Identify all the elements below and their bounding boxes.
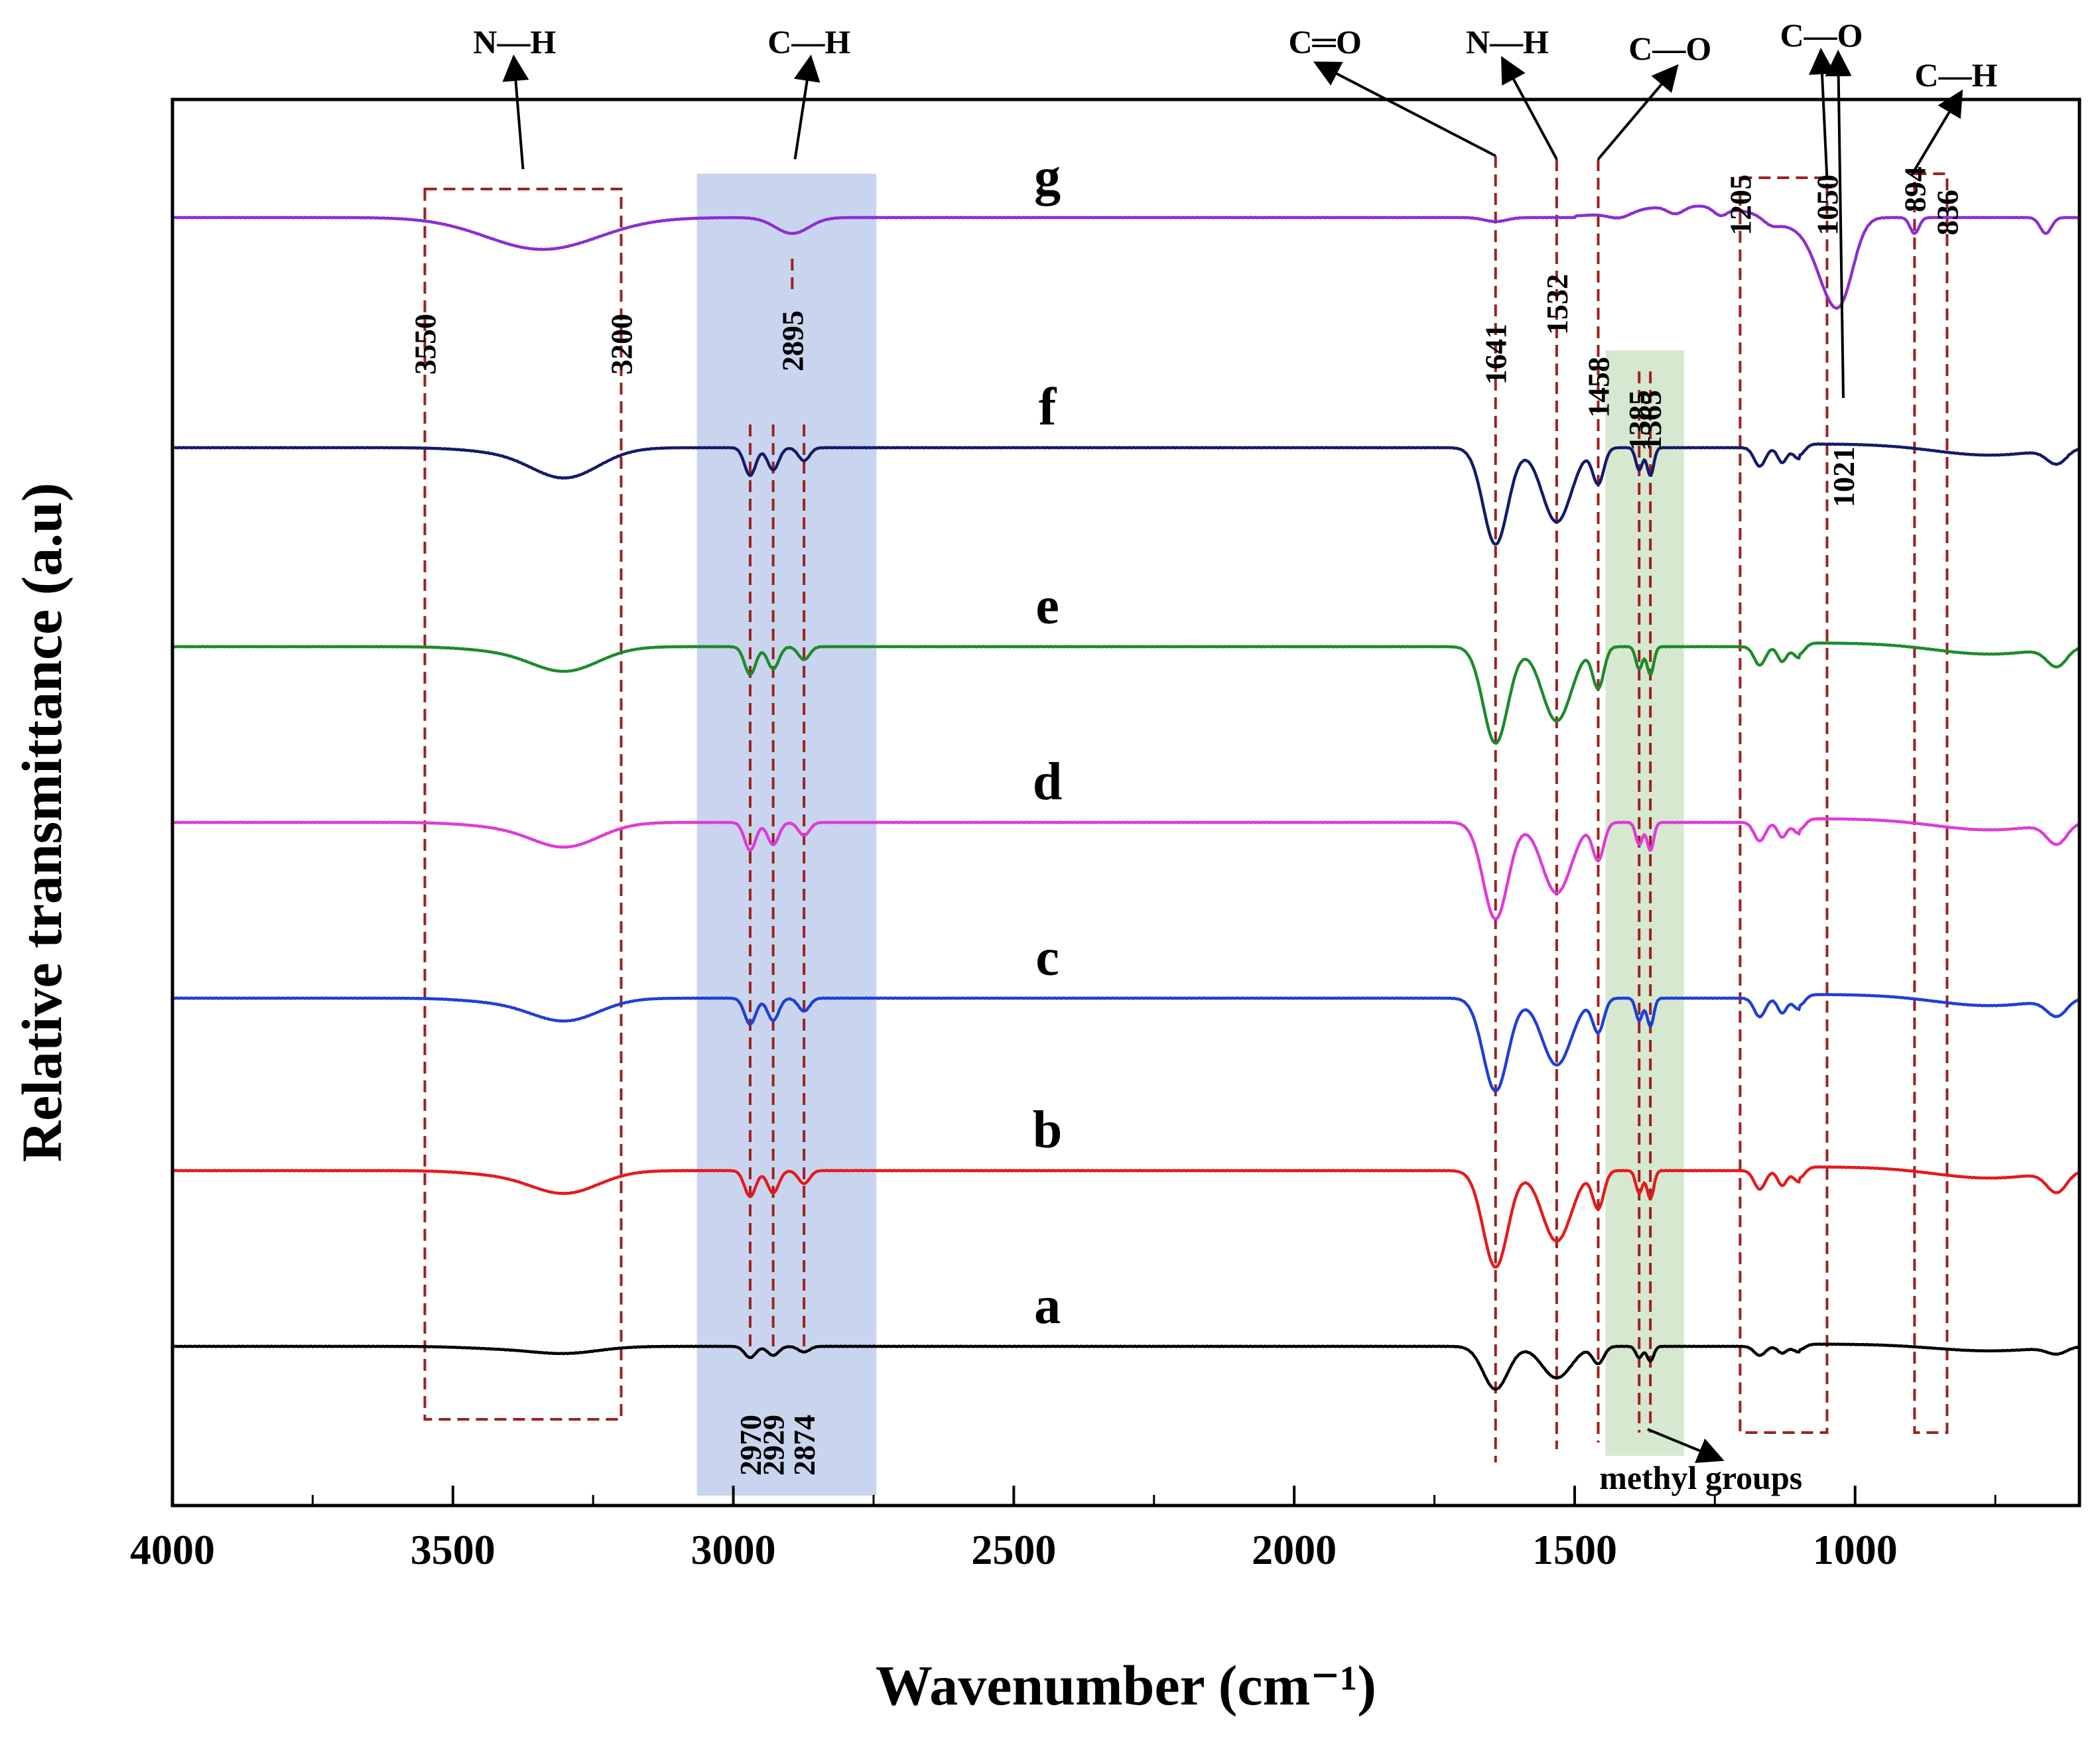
series-a-line	[172, 1342, 2080, 1391]
x-axis-title: Wavenumber (cm⁻¹)	[876, 1653, 1376, 1717]
methyl-arrow	[1647, 1428, 1725, 1463]
bond-arrow-1021	[1825, 50, 1852, 399]
bond-label-5: C—O	[1780, 17, 1863, 54]
series-a: a	[172, 1277, 2080, 1391]
methyl-groups-label: methyl groups	[1599, 1459, 1802, 1496]
peak-label-3550: 3550	[409, 314, 442, 375]
series-label-c: c	[1035, 929, 1059, 987]
x-tick-label-3500: 3500	[411, 1526, 495, 1573]
x-tick-label-4000: 4000	[130, 1526, 215, 1573]
bond-label-1: C—H	[767, 23, 850, 60]
co-region-box	[1739, 176, 1829, 1434]
peak-label-1365: 1365	[1634, 390, 1668, 451]
x-tick-label-3000: 3000	[691, 1526, 776, 1573]
bond-label-2: C═O	[1288, 23, 1361, 60]
bond-label-0: N—H	[473, 23, 556, 60]
series-b-line	[172, 1165, 2081, 1269]
peak-label-1532: 1532	[1540, 274, 1574, 335]
series-d-line	[172, 816, 2080, 921]
series-c-line	[172, 993, 2080, 1093]
bond-label-4: C—O	[1628, 30, 1711, 67]
series-label-g: g	[1034, 148, 1061, 206]
series-c: c	[172, 929, 2080, 1093]
peak-label-1385: 1385	[1622, 390, 1656, 451]
peak-label-836: 836	[1930, 190, 1964, 235]
methyl-highlight	[1605, 350, 1684, 1456]
bond-arrow-2	[1313, 61, 1496, 157]
bond-arrow-4	[1597, 64, 1679, 161]
x-tick-label-2000: 2000	[1252, 1526, 1337, 1573]
series-label-b: b	[1033, 1101, 1063, 1159]
bond-label-3: N—H	[1466, 23, 1549, 60]
series-label-e: e	[1035, 577, 1059, 635]
peak-label-2929: 2929	[757, 1415, 791, 1476]
series-label-f: f	[1039, 378, 1057, 436]
plot-frame	[170, 97, 2081, 1508]
ch-bend-region-box	[1913, 172, 1949, 1434]
bond-label-6: C—H	[1914, 56, 1997, 94]
series-e-line	[172, 641, 2080, 745]
series-label-d: d	[1033, 753, 1063, 811]
bond-arrow-0	[502, 54, 529, 170]
peak-label-2895: 2895	[775, 310, 809, 371]
y-axis-title: Relative transmittance (a.u)	[10, 483, 74, 1163]
series-f: f	[172, 378, 2080, 546]
peak-label-1458: 1458	[1582, 357, 1616, 418]
peak-label-1641: 1641	[1479, 324, 1513, 385]
bond-arrow-3	[1501, 56, 1558, 160]
series-f-line	[172, 442, 2080, 546]
series-label-a: a	[1034, 1277, 1061, 1335]
ch-stretch-highlight	[696, 174, 877, 1496]
x-tick-label-1500: 1500	[1532, 1526, 1617, 1573]
bond-arrow-5	[1809, 48, 1835, 180]
series-b: b	[172, 1101, 2081, 1269]
peak-label-1050: 1050	[1811, 174, 1845, 235]
peak-label-1021: 1021	[1827, 446, 1861, 507]
x-tick-label-2500: 2500	[971, 1526, 1056, 1573]
series-g: g	[172, 148, 2080, 310]
peak-label-2874: 2874	[787, 1415, 821, 1476]
peak-label-894: 894	[1898, 166, 1932, 212]
peak-label-2970: 2970	[734, 1415, 767, 1476]
x-tick-label-1000: 1000	[1813, 1526, 1898, 1573]
series-g-line	[172, 204, 2080, 310]
bond-arrow-1	[793, 54, 820, 160]
nh-region-box	[423, 188, 623, 1421]
peak-label-1205: 1205	[1723, 174, 1757, 235]
series-e: e	[172, 577, 2080, 745]
peak-label-3200: 3200	[605, 314, 639, 375]
bond-arrow-6	[1910, 89, 1963, 177]
series-d: d	[172, 753, 2080, 921]
